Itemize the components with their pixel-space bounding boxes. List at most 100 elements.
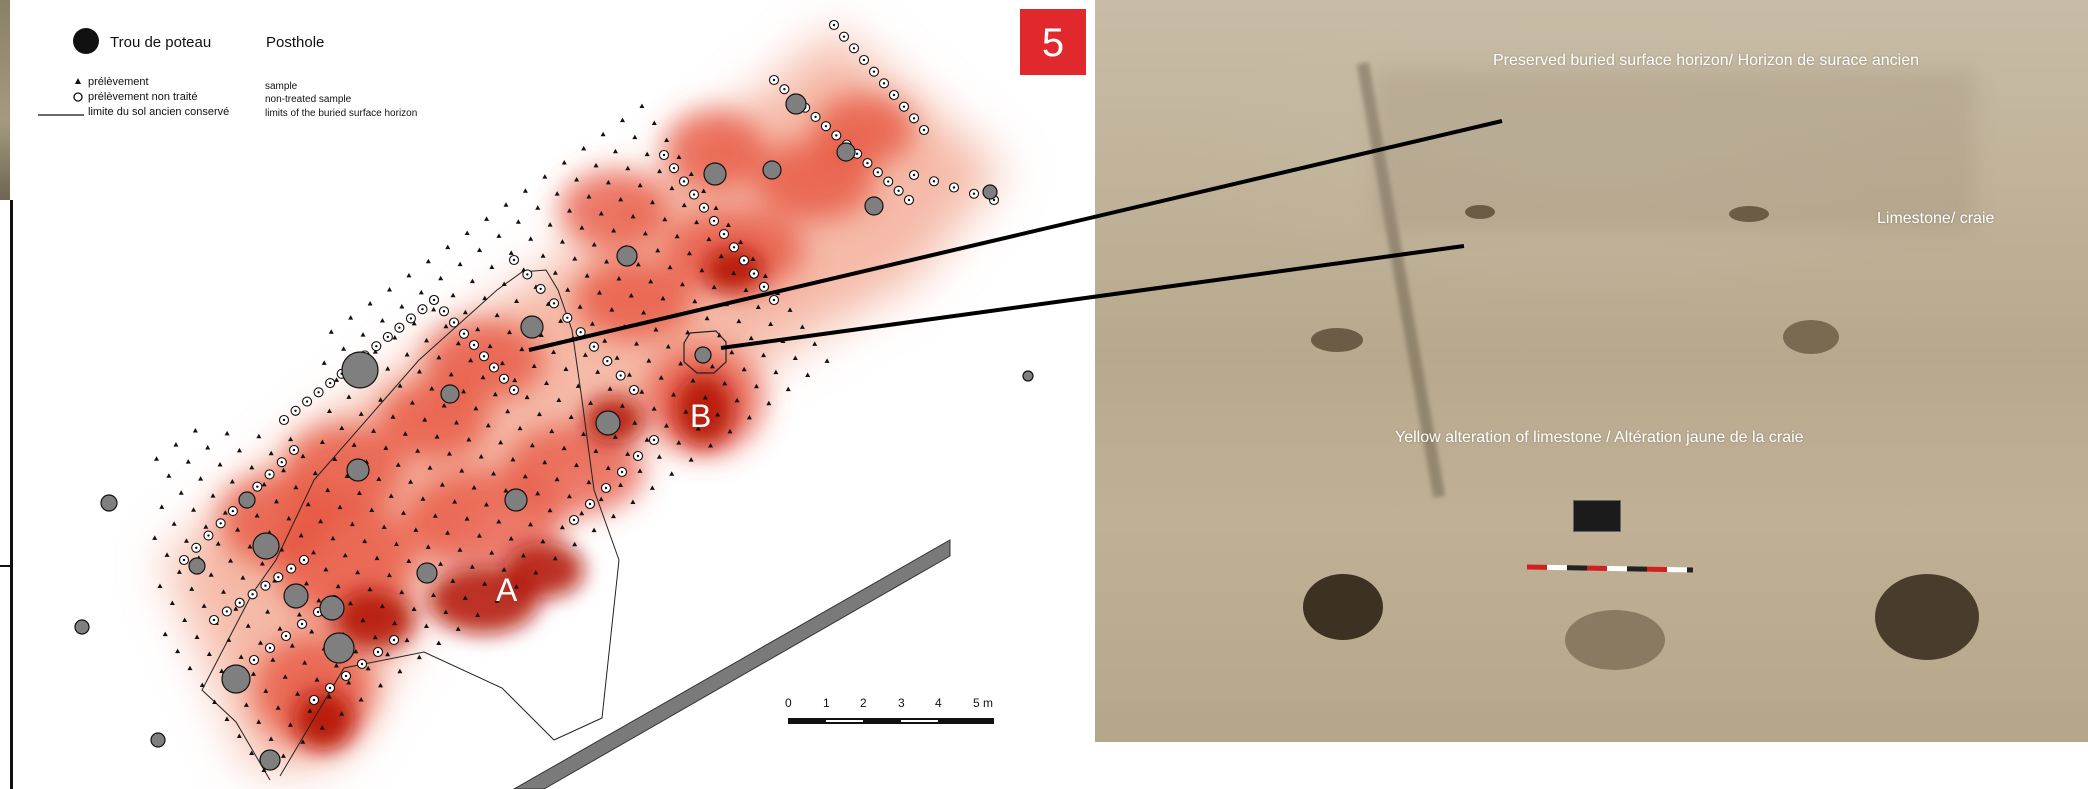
- sample-triangle: [212, 699, 218, 705]
- sample-triangle: [688, 457, 694, 462]
- untreated-sample-dot: [588, 502, 592, 506]
- posthole: [694, 346, 712, 364]
- sample-triangle: [279, 546, 285, 552]
- untreated-sample-dot: [887, 180, 890, 183]
- untreated-sample-dot: [219, 522, 222, 525]
- untreated-sample: [562, 312, 573, 323]
- sample-triangle: [259, 561, 265, 566]
- sample-triangle: [399, 589, 405, 595]
- sample-triangle: [552, 555, 558, 561]
- sample-triangle: [639, 389, 645, 394]
- untreated-sample: [248, 654, 260, 666]
- untreated-sample: [688, 189, 700, 200]
- sample-triangle: [416, 369, 422, 374]
- untreated-sample-dot: [231, 509, 235, 513]
- sample-triangle: [773, 369, 779, 375]
- sample-triangle: [566, 493, 572, 499]
- sample-triangle: [508, 250, 514, 255]
- untreated-sample-dot: [632, 388, 636, 392]
- sample-triangle: [307, 708, 313, 713]
- sample-triangle: [501, 567, 507, 572]
- untreated-sample-dot: [398, 326, 401, 329]
- sample-triangle: [761, 352, 767, 358]
- sample-triangle: [605, 465, 611, 470]
- untreated-sample-dot: [604, 486, 608, 490]
- untreated-sample: [616, 466, 628, 478]
- untreated-sample-dot: [207, 534, 210, 537]
- untreated-sample-dot: [375, 344, 378, 348]
- untreated-sample-dot: [268, 646, 272, 650]
- untreated-sample-dot: [284, 634, 288, 638]
- sample-triangle: [561, 159, 567, 165]
- sample-triangle: [443, 323, 449, 329]
- sample-triangle: [568, 414, 574, 420]
- untreated-sample-dot: [619, 374, 622, 377]
- untreated-sample-dot: [783, 88, 786, 91]
- sample-triangle: [676, 440, 682, 445]
- sample-triangle: [300, 739, 306, 744]
- untreated-sample: [575, 327, 586, 338]
- sample-triangle: [690, 377, 696, 383]
- sample-triangle: [722, 380, 728, 386]
- sample-triangle: [413, 527, 419, 532]
- sample-triangle: [727, 428, 733, 434]
- untreated-sample: [883, 176, 894, 187]
- sample-triangle: [457, 547, 463, 552]
- sample-triangle: [229, 478, 235, 484]
- cropped-figure-border: [10, 200, 13, 789]
- sample-triangle: [270, 657, 276, 662]
- sample-triangle: [630, 499, 636, 504]
- sample-triangle: [205, 445, 211, 450]
- untreated-sample: [288, 444, 300, 456]
- sample-triangle: [192, 428, 198, 433]
- posthole: [440, 384, 460, 404]
- sample-triangle: [312, 470, 318, 476]
- untreated-sample: [382, 331, 393, 342]
- sample-triangle: [610, 513, 616, 519]
- sample-triangle: [208, 572, 214, 577]
- pit: [1311, 328, 1363, 352]
- heat-core: [294, 690, 354, 750]
- untreated-sample-circle-icon: [73, 92, 83, 102]
- sample-triangle: [549, 428, 555, 434]
- sample-triangle: [326, 408, 332, 413]
- sample-triangle: [625, 165, 631, 171]
- sample-triangle: [401, 510, 407, 515]
- posthole: [762, 160, 782, 180]
- sample-triangle: [475, 612, 481, 617]
- sample-triangle: [579, 510, 585, 516]
- posthole: [259, 749, 281, 771]
- untreated-sample: [820, 121, 831, 132]
- sample-triangle: [434, 434, 440, 439]
- untreated-sample: [908, 169, 920, 181]
- scale-bar: 0 1 2 3 4 5 m: [785, 696, 994, 724]
- untreated-sample-dot: [992, 198, 996, 202]
- untreated-sample-dot: [932, 180, 936, 183]
- sample-triangle: [166, 473, 172, 478]
- sample-triangle: [462, 309, 468, 315]
- legend-posthole-en: Posthole: [266, 34, 324, 51]
- sample-triangle: [282, 674, 288, 679]
- untreated-sample-dot: [328, 686, 332, 690]
- sample-triangle: [753, 383, 759, 389]
- sample-triangle: [358, 696, 364, 702]
- sample-triangle: [517, 425, 523, 431]
- sample-triangle: [484, 216, 490, 221]
- sample-triangle: [182, 617, 188, 622]
- untreated-sample-dot: [912, 117, 916, 120]
- untreated-sample-dot: [897, 189, 900, 192]
- sample-triangle: [595, 369, 601, 374]
- untreated-sample: [968, 188, 980, 199]
- untreated-sample-dot: [252, 658, 256, 662]
- sample-triangle: [482, 581, 488, 586]
- heat-blob: [504, 425, 644, 515]
- untreated-sample: [260, 580, 271, 591]
- sample-triangle: [556, 397, 562, 403]
- sample-triangle: [581, 431, 587, 437]
- sample-triangle: [473, 405, 479, 411]
- untreated-sample-dot: [835, 134, 838, 137]
- untreated-sample: [215, 518, 226, 529]
- sample-triangle: [625, 451, 631, 456]
- untreated-sample: [340, 670, 352, 682]
